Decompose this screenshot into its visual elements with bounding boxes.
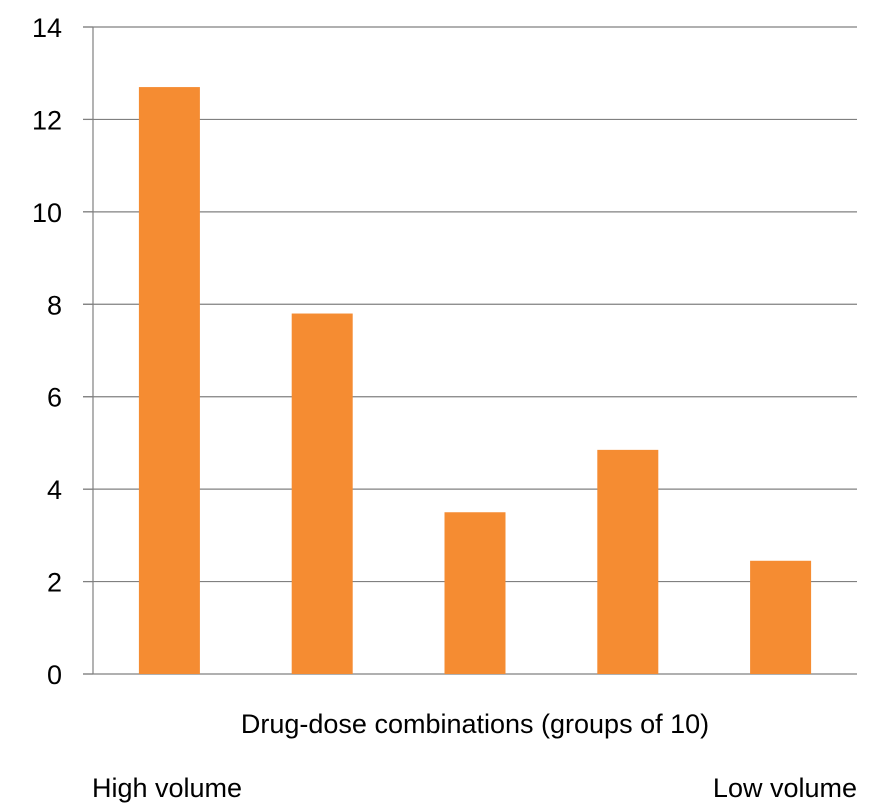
y-tick-label-12: 12	[32, 105, 62, 135]
annotation-high-volume: High volume	[92, 773, 242, 803]
bar-1	[138, 87, 200, 675]
annotation-low-volume: Low volume	[713, 773, 857, 803]
y-tick-label-10: 10	[32, 198, 62, 228]
y-tick-label-8: 8	[47, 290, 62, 320]
y-tick-label-4: 4	[47, 475, 62, 505]
y-tick-label-2: 2	[47, 568, 62, 598]
x-axis-title: Drug-dose combinations (groups of 10)	[241, 709, 709, 739]
bar-4	[597, 449, 659, 674]
bar-5	[750, 560, 812, 674]
bars	[138, 87, 812, 675]
bar-3	[444, 512, 506, 674]
grid-lines	[83, 26, 857, 675]
y-tick-label-14: 14	[32, 13, 62, 43]
y-tick-label-6: 6	[47, 383, 62, 413]
y-tick-label-0: 0	[47, 660, 62, 690]
bar-2	[291, 313, 353, 674]
y-tick-labels: 0 2 4 6 8 10 12 14	[32, 13, 62, 690]
